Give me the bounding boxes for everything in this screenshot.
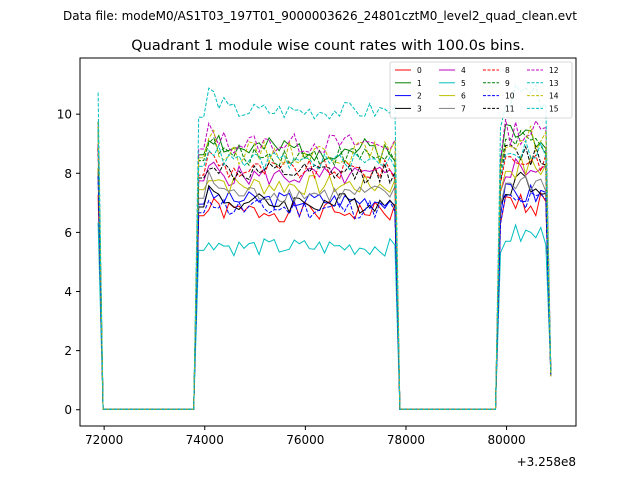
x-offset-label: +3.258e8 [517,455,576,469]
y-tick-label: 0 [64,403,72,417]
legend-label-9: 9 [505,79,510,88]
figure-suptitle: Data file: modeM0/AS1T03_197T01_90000036… [63,9,577,23]
x-tick-label: 80000 [487,433,525,447]
plot-frame [79,57,577,427]
x-tick-label: 76000 [286,433,324,447]
legend-label-15: 15 [549,104,559,113]
y-tick-label: 10 [57,108,72,122]
legend-label-0: 0 [417,66,422,75]
y-tick-label: 4 [64,285,72,299]
y-tick-label: 6 [64,226,72,240]
legend-label-14: 14 [549,92,559,101]
series-line-12 [97,119,552,410]
y-axis-ticks: 0 2 4 6 8 10 [57,108,80,417]
x-axis-ticks: 72000 74000 76000 78000 80000 [85,426,526,447]
y-tick-label: 2 [64,344,72,358]
legend-label-6: 6 [461,92,466,101]
legend-label-1: 1 [417,79,422,88]
legend-label-8: 8 [505,66,510,75]
x-tick-label: 74000 [186,433,224,447]
x-tick-label: 72000 [85,433,123,447]
plot-background [80,58,576,426]
chart-title: Quadrant 1 module wise count rates with … [131,38,525,54]
legend-label-2: 2 [417,92,422,101]
legend-label-10: 10 [505,92,515,101]
legend-label-12: 12 [549,66,559,75]
legend-label-13: 13 [549,79,559,88]
legend-label-11: 11 [505,104,515,113]
series-line-15 [97,128,552,410]
legend-label-4: 4 [461,66,466,75]
series-lines [97,83,552,410]
legend-label-7: 7 [461,104,466,113]
x-tick-label: 78000 [387,433,425,447]
y-tick-label: 8 [64,167,72,181]
legend-box [389,61,573,119]
legend-label-3: 3 [417,104,422,113]
legend-label-5: 5 [461,79,466,88]
